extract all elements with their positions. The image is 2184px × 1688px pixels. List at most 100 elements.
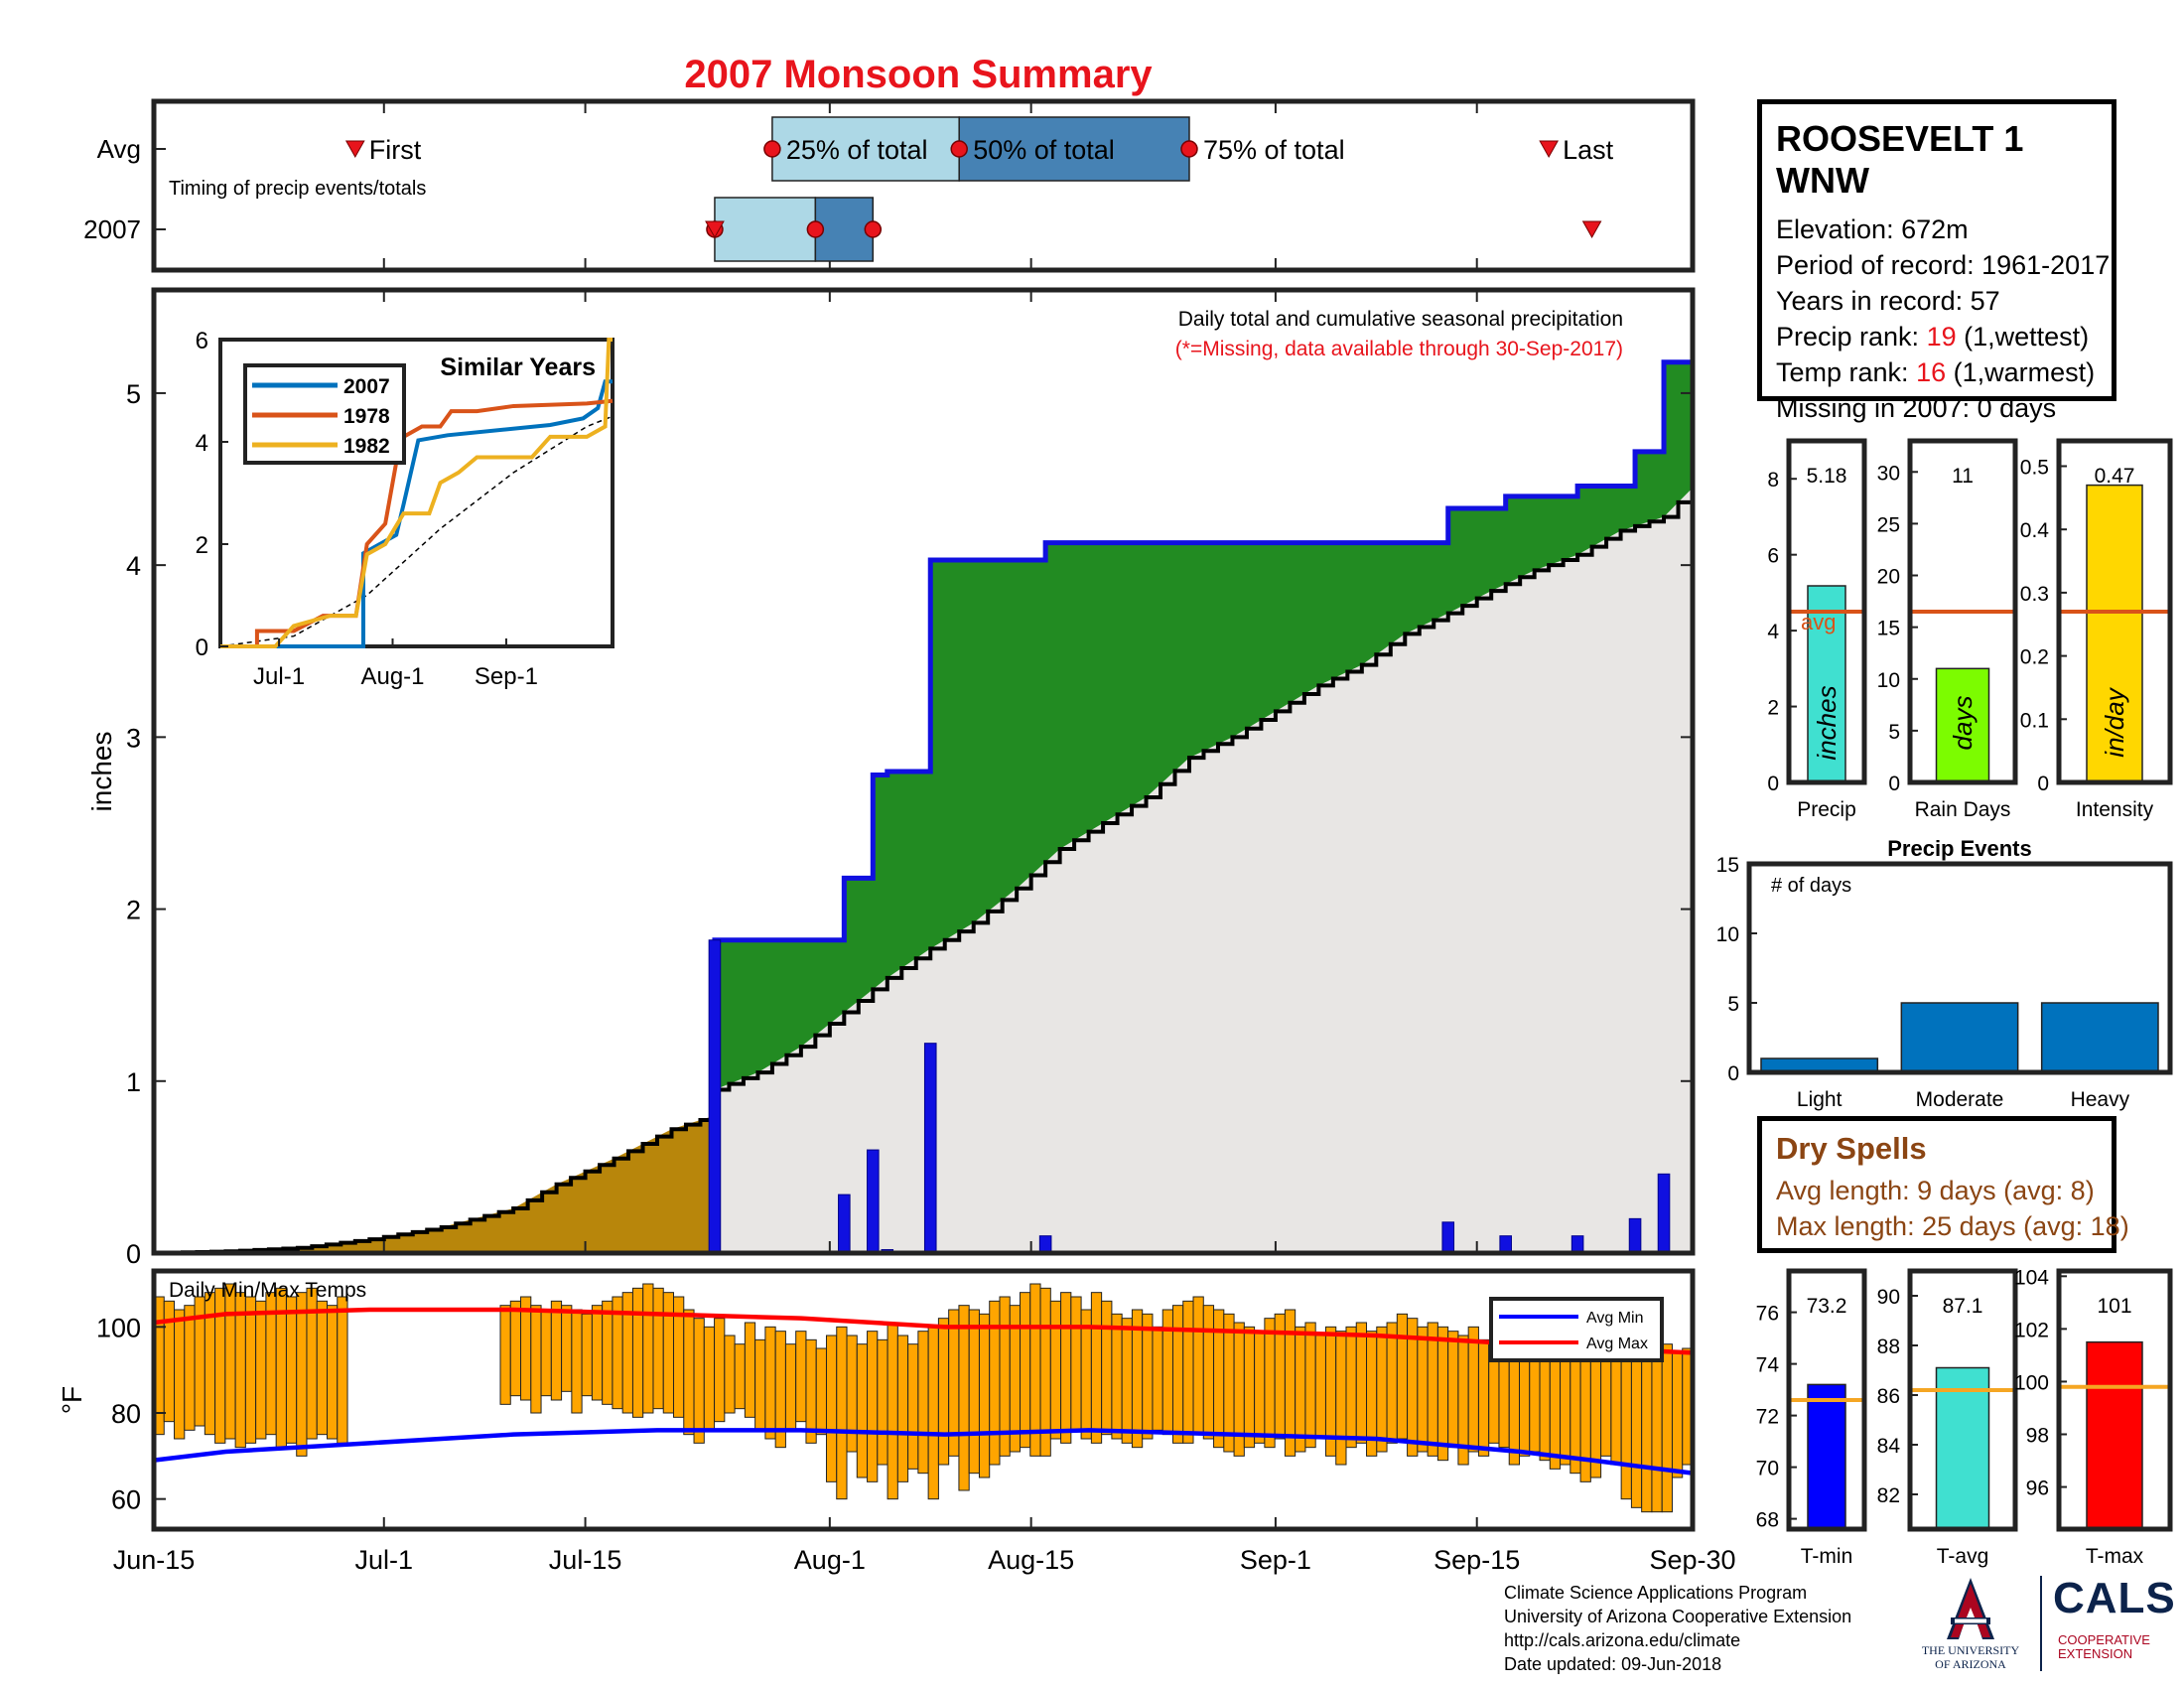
temp-range-bar: [1142, 1313, 1154, 1440]
daily-precip-bar: [838, 1194, 851, 1254]
temp-range-bar: [530, 1305, 542, 1414]
inset-ytick-label: 6: [196, 328, 208, 354]
stat-value-label: 87.1: [1943, 1295, 1983, 1318]
daily-precip-bar: [1570, 1235, 1584, 1254]
ua-a-logo-icon: [1947, 1578, 1994, 1639]
temp-range-bar: [296, 1292, 308, 1457]
stat-unit-label: inches: [1812, 685, 1842, 760]
temp-range-bar: [1243, 1326, 1256, 1449]
stat-bar: [1807, 585, 1846, 783]
temp-range-bar: [754, 1338, 766, 1431]
date-tick-label: Jul-15: [549, 1545, 622, 1575]
stat-value-label: 73.2: [1807, 1295, 1847, 1318]
stat-ytick-label: 6: [1767, 545, 1779, 568]
events-note: # of days: [1771, 875, 1851, 897]
temp-range-bar: [1254, 1331, 1266, 1444]
ua-name: THE UNIVERSITY OF ARIZONA: [1921, 1643, 2020, 1671]
events-bar: [1900, 1002, 2019, 1073]
main-ytick-label: 2: [126, 896, 141, 925]
temp-range-bar: [877, 1338, 888, 1466]
inset-legend-label: 1982: [343, 435, 390, 458]
university-logo: THE UNIVERSITY OF ARIZONA CALS COOPERATIV…: [1911, 1574, 2175, 1683]
stat-category-label: Rain Days: [1915, 798, 2011, 821]
temp-range-bar: [184, 1305, 196, 1431]
station-info-box: ROOSEVELT 1 WNW Elevation: 672m Period o…: [1757, 99, 2116, 423]
stat-ytick-label: 70: [1756, 1458, 1779, 1480]
temp-range-bar: [795, 1331, 807, 1423]
stat-avg-label: avg: [1801, 610, 1836, 634]
temp-range-bar: [887, 1322, 898, 1500]
stat-bar: [2086, 484, 2143, 783]
stat-ytick-label: 15: [1877, 618, 1900, 640]
timing-last-label: Last: [1563, 135, 1614, 165]
temp-range-bar: [958, 1305, 970, 1491]
temp-range-bar: [1427, 1322, 1438, 1457]
temp-range-bar: [1182, 1300, 1194, 1444]
stat-ytick-label: 76: [1756, 1303, 1779, 1326]
precip-stat-bars: 0 2 4 6 8 5.18 Precip inches avg 0 5 10 15 20 25 30 11 Ra…: [1767, 438, 2173, 821]
timing-label: Timing of precip events/totals: [169, 178, 426, 200]
temp-legend-label: Avg Min: [1586, 1310, 1644, 1327]
dry-spells-avg: Avg length: 9 days (avg: 8): [1776, 1176, 2095, 1205]
temp-range-bar: [1570, 1347, 1581, 1475]
stat-ytick-label: 0.3: [2020, 583, 2049, 606]
main-ytick-label: 3: [126, 723, 141, 753]
temp-range-bar: [1264, 1318, 1276, 1449]
credits-line: http://cals.arizona.edu/climate: [1504, 1630, 1741, 1650]
stat-ytick-label: 4: [1767, 621, 1779, 643]
temp-range-bar: [1020, 1292, 1031, 1449]
stat-bar: [1807, 1383, 1846, 1530]
temp-range-bar: [764, 1326, 776, 1440]
stat-ytick-label: 84: [1877, 1435, 1901, 1458]
temp-range-bar: [244, 1296, 257, 1444]
stat-unit-label: days: [1948, 696, 1978, 751]
similar-years-inset: 0 2 4 6 Jul-1 Aug-1 Sep-1 Similar Years 2007 1978…: [196, 328, 614, 690]
dry-spells-box: Dry Spells Avg length: 9 days (avg: 8) M…: [1757, 1116, 2129, 1253]
stat-category-label: Precip: [1797, 798, 1856, 821]
cumulative-precip-chart: 0 1 2 3 4 5 Daily total and cumulative seasona…: [86, 287, 1696, 1269]
temp-range-bar: [327, 1305, 339, 1440]
stat-category-label: T-avg: [1937, 1545, 1989, 1568]
stat-ytick-label: 0.1: [2020, 709, 2049, 732]
daily-precip-bar: [923, 1043, 937, 1254]
temp-range-bar: [1101, 1300, 1113, 1436]
stat-ytick-label: 0.5: [2020, 456, 2049, 479]
temp-range-bar: [693, 1318, 705, 1444]
temp-range-bar: [1355, 1322, 1368, 1444]
inset-xtick-label: Jul-1: [253, 663, 305, 690]
temp-range-bar: [724, 1335, 736, 1414]
dry-spells-max: Max length: 25 days (avg: 18): [1776, 1211, 2129, 1241]
temp-range-bar: [856, 1343, 869, 1478]
temp-range-bar: [316, 1300, 329, 1436]
temp-range-bar: [744, 1322, 756, 1418]
temp-range-bar: [867, 1331, 879, 1482]
temp-range-bar: [1641, 1338, 1653, 1513]
temp-range-bar: [571, 1309, 583, 1414]
timing-first-label: First: [369, 135, 422, 165]
credits-line: Date updated: 09-Jun-2018: [1504, 1654, 1722, 1674]
temp-range-bar: [337, 1296, 348, 1444]
stat-frame: [1786, 438, 1867, 785]
temp-range-bar: [642, 1283, 654, 1414]
temp-range-bar: [1630, 1343, 1643, 1508]
timing-row-label: Avg: [97, 134, 141, 164]
temp-range-bar: [805, 1338, 817, 1444]
credits: Climate Science Applications Program Uni…: [1504, 1581, 1851, 1676]
temp-ytick-label: 100: [96, 1313, 141, 1342]
stat-bar: [2086, 1340, 2143, 1530]
timing-p75-label: 75% of total: [1203, 135, 1345, 165]
temp-range-bar: [1396, 1313, 1409, 1440]
temp-range-bar: [540, 1309, 552, 1397]
timing-triangle: [344, 140, 365, 159]
temp-range-bar: [968, 1309, 980, 1475]
main-ytick-label: 0: [126, 1239, 141, 1269]
temp-range-bar: [1070, 1296, 1082, 1431]
inset-xtick-label: Sep-1: [475, 663, 538, 690]
stat-ytick-label: 72: [1756, 1406, 1779, 1429]
inset-ytick-label: 4: [196, 430, 208, 457]
stat-ytick-label: 100: [2014, 1371, 2049, 1394]
temp-range-bar: [255, 1300, 267, 1440]
stat-category-label: T-max: [2086, 1545, 2144, 1568]
stat-ytick-label: 10: [1877, 669, 1900, 692]
station-temp-rank: Temp rank: 16 (1,warmest): [1776, 357, 2096, 387]
